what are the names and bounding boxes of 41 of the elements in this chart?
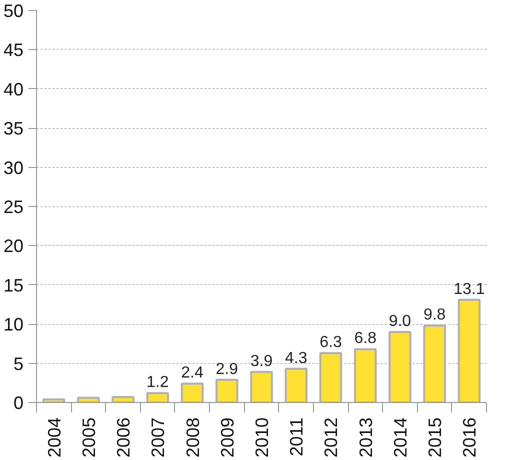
bar bbox=[112, 396, 134, 402]
x-tick-label: 2009 bbox=[217, 417, 238, 458]
x-tick-label: 2007 bbox=[148, 417, 168, 458]
y-tick-label: 15 bbox=[3, 275, 24, 296]
bar bbox=[77, 396, 100, 402]
y-tick-label: 50 bbox=[3, 1, 24, 21]
data-label: 13.1 bbox=[454, 280, 485, 298]
y-tick-label: 10 bbox=[3, 314, 24, 335]
x-tick-label: 2004 bbox=[44, 417, 64, 458]
data-label: 4.3 bbox=[284, 350, 308, 367]
x-tick-label: 2008 bbox=[182, 417, 203, 458]
data-label: 6.3 bbox=[320, 334, 342, 352]
bar bbox=[284, 368, 308, 402]
data-label: 3.9 bbox=[250, 352, 273, 370]
y-tick-label: 25 bbox=[3, 197, 24, 217]
data-label: 2.9 bbox=[216, 360, 238, 378]
x-tick-label: 2013 bbox=[356, 417, 376, 458]
x-tick-label: 2015 bbox=[425, 417, 446, 458]
x-tick-label: 2012 bbox=[321, 417, 342, 458]
x-tick-label: 2014 bbox=[390, 417, 410, 458]
bar bbox=[146, 392, 170, 402]
bar bbox=[216, 378, 238, 402]
data-label: 1.2 bbox=[146, 374, 169, 392]
x-tick-label: 2006 bbox=[114, 417, 134, 458]
y-tick-label: 5 bbox=[13, 354, 24, 374]
bar bbox=[250, 370, 273, 402]
data-label: 6.8 bbox=[354, 330, 377, 348]
y-tick-label: 45 bbox=[3, 40, 24, 60]
x-tick-label: 2010 bbox=[252, 417, 272, 458]
x-tick-label: 2016 bbox=[460, 417, 480, 458]
x-tick-label: 2011 bbox=[286, 417, 307, 456]
x-tick-label: 2005 bbox=[78, 417, 99, 458]
y-tick-label: 0 bbox=[13, 393, 24, 413]
y-tick-label: 30 bbox=[3, 158, 24, 178]
data-label: 2.4 bbox=[181, 364, 204, 382]
y-tick-label: 20 bbox=[3, 236, 24, 256]
bar bbox=[180, 382, 204, 402]
y-tick-label: 35 bbox=[3, 118, 24, 139]
y-tick-label: 40 bbox=[3, 79, 24, 100]
data-label: 9.0 bbox=[388, 312, 412, 330]
data-label: 9.8 bbox=[423, 306, 446, 324]
